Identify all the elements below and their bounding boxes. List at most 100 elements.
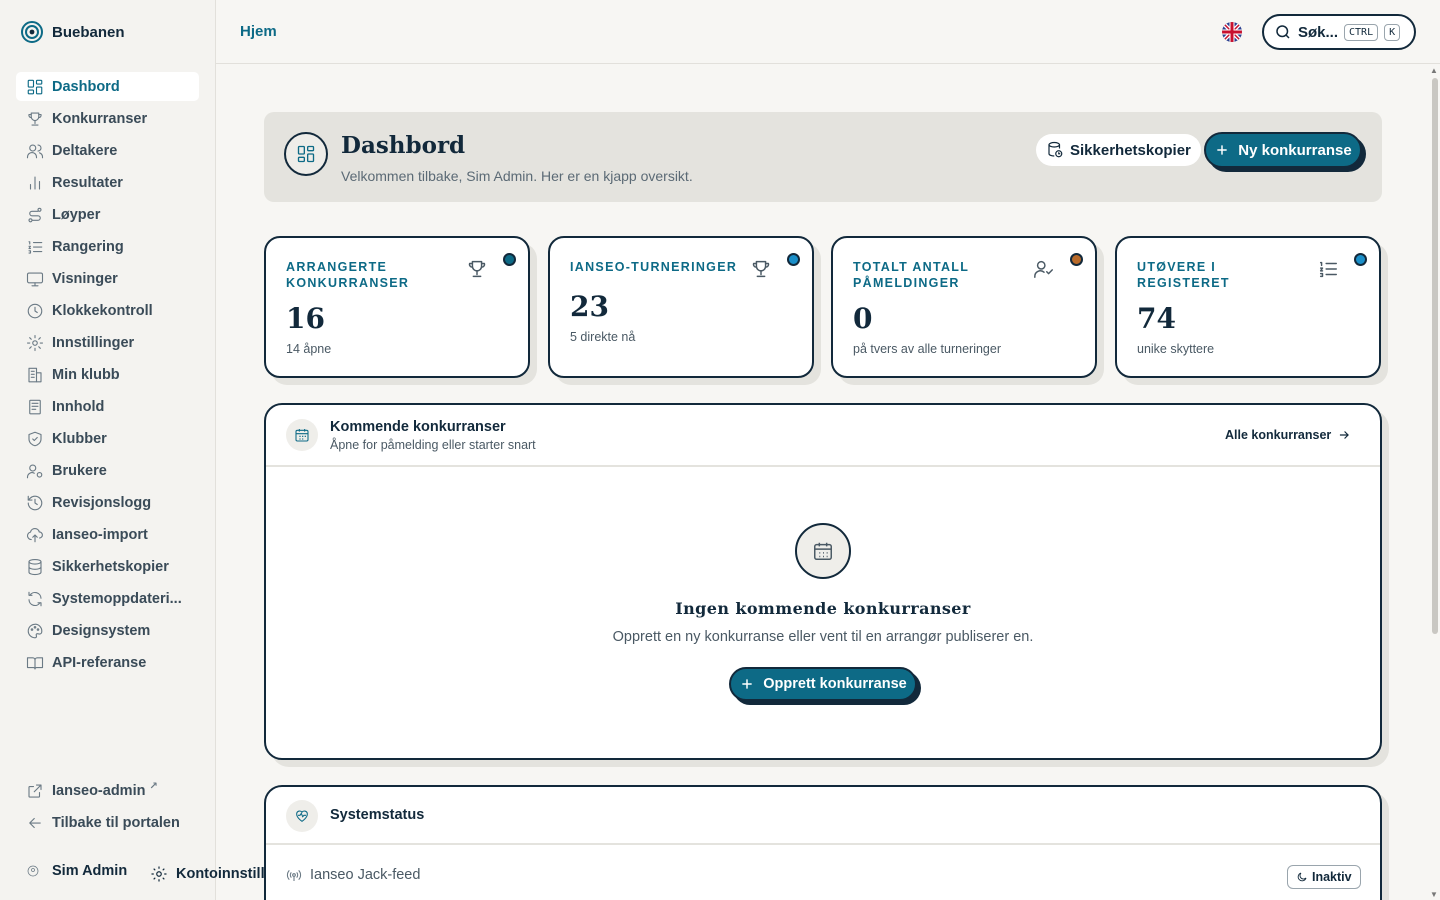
all-competitions-link[interactable]: Alle konkurranser	[1225, 428, 1351, 442]
sidebar-item-my-club[interactable]: Min klubb	[16, 360, 199, 389]
sidebar-item-users[interactable]: Brukere	[16, 456, 199, 485]
sidebar-item-api-reference[interactable]: API-referanse	[16, 648, 199, 677]
card-subtitle: Åpne for påmelding eller starter snart	[330, 438, 536, 452]
sidebar-item-label: Tilbake til portalen	[52, 814, 180, 831]
brand[interactable]: Buebanen	[20, 20, 125, 44]
avatar	[24, 862, 42, 880]
history-icon	[26, 494, 44, 512]
stat-hint: 5 direkte nå	[570, 330, 636, 344]
account-settings-link[interactable]: Kontoinnstillinger	[150, 865, 266, 883]
sidebar-item-ianseo-import[interactable]: Ianseo-import	[16, 520, 199, 549]
page-subtitle: Velkommen tilbake, Sim Admin. Her er en …	[341, 168, 693, 184]
stat-card-competitions[interactable]: Arrangerte konkurranser 16 14 åpne	[264, 236, 530, 378]
broadcast-icon	[286, 869, 302, 881]
status-dot	[1354, 253, 1367, 266]
page-title: Dashbord	[341, 132, 466, 159]
sidebar-item-results[interactable]: Resultater	[16, 168, 199, 197]
stat-hint: på tvers av alle turneringer	[853, 342, 1001, 356]
search-label: Søk...	[1298, 23, 1339, 41]
arrow-right-icon	[1340, 431, 1350, 439]
stat-value: 0	[853, 302, 873, 335]
sidebar-item-competitions[interactable]: Konkurranser	[16, 104, 199, 133]
sidebar-item-backups[interactable]: Sikkerhetskopier	[16, 552, 199, 581]
sidebar-item-clubs[interactable]: Klubber	[16, 424, 199, 453]
backups-button-label: Sikkerhetskopier	[1070, 141, 1191, 159]
sidebar-item-label: Designsystem	[52, 622, 151, 639]
sidebar-item-design-system[interactable]: Designsystem	[16, 616, 199, 645]
new-competition-label: Ny konkurranse	[1238, 141, 1352, 159]
create-competition-button[interactable]: Opprett konkurranse	[729, 667, 917, 701]
stat-hint: unike skyttere	[1137, 342, 1215, 356]
sidebar-item-label: Ianseo-import	[52, 526, 148, 543]
sidebar-item-label: Ianseo-admin	[52, 782, 146, 799]
sidebar-item-system-updates[interactable]: Systemoppdateri...	[16, 584, 199, 613]
kbd-ctrl: CTRL	[1344, 23, 1379, 41]
breadcrumb[interactable]: Hjem	[240, 23, 277, 40]
empty-state-title: Ingen kommende konkurranser	[675, 599, 971, 618]
sidebar-item-label: Min klubb	[52, 366, 120, 383]
stat-card-registrations[interactable]: Totalt antall påmeldinger 0 på tvers av …	[831, 236, 1097, 378]
sidebar-item-label: Resultater	[52, 174, 123, 191]
card-title: Systemstatus	[330, 807, 425, 823]
user-menu[interactable]: Sim Admin	[24, 862, 127, 880]
stat-label: Utøvere i registeret	[1137, 260, 1230, 290]
database-icon	[1048, 141, 1063, 158]
moon-icon	[1297, 872, 1307, 882]
heart-pulse-icon	[286, 800, 318, 832]
sidebar-item-back-to-portal[interactable]: Tilbake til portalen	[16, 808, 199, 837]
user-check-icon	[1033, 258, 1055, 280]
upcoming-competitions-card: Kommende konkurranser Åpne for påmelding…	[264, 403, 1382, 760]
card-header: Systemstatus	[266, 787, 1380, 845]
sidebar-item-label: Sikkerhetskopier	[52, 558, 169, 575]
building-icon	[26, 366, 44, 384]
sidebar-item-settings[interactable]: Innstillinger	[16, 328, 199, 357]
sidebar-item-label: Dashbord	[52, 78, 120, 95]
sidebar-item-clock-control[interactable]: Klokkekontroll	[16, 296, 199, 325]
calendar-icon	[286, 419, 318, 451]
sidebar-item-content[interactable]: Innhold	[16, 392, 199, 421]
scrollbar-thumb[interactable]	[1432, 78, 1438, 634]
status-dot	[787, 253, 800, 266]
sidebar-item-displays[interactable]: Visninger	[16, 264, 199, 293]
arrow-left-icon	[26, 814, 44, 832]
new-competition-button[interactable]: Ny konkurranse	[1204, 132, 1362, 168]
sidebar-item-label: Innstillinger	[52, 334, 135, 351]
palette-icon	[26, 622, 44, 640]
trophy-icon	[26, 110, 44, 128]
search-button[interactable]: Søk... CTRL K	[1262, 14, 1416, 50]
sidebar-item-courses[interactable]: Løyper	[16, 200, 199, 229]
sidebar-item-label: API-referanse	[52, 654, 147, 671]
database-icon	[26, 558, 44, 576]
sidebar-item-label: Systemoppdateri...	[52, 590, 182, 607]
language-flag-icon[interactable]	[1222, 22, 1242, 42]
status-dot	[503, 253, 516, 266]
external-mark: ↗	[149, 781, 158, 792]
sidebar-item-ianseo-admin[interactable]: Ianseo-admin ↗	[16, 776, 199, 805]
stat-hint: 14 åpne	[286, 342, 332, 356]
backups-button[interactable]: Sikkerhetskopier	[1036, 134, 1201, 166]
bar-chart-icon	[26, 174, 44, 192]
account-settings-label: Kontoinnstillinger	[176, 866, 266, 882]
sidebar-item-label: Visninger	[52, 270, 118, 287]
create-competition-label: Opprett konkurranse	[763, 676, 907, 692]
brand-name: Buebanen	[52, 23, 125, 41]
sidebar-item-ranking[interactable]: Rangering	[16, 232, 199, 261]
list-icon	[1317, 258, 1339, 280]
all-competitions-label: Alle konkurranser	[1225, 428, 1332, 442]
stat-card-athletes[interactable]: Utøvere i registeret 74 unike skyttere	[1115, 236, 1381, 378]
stat-card-ianseo[interactable]: Ianseo-turneringer 23 5 direkte nå	[548, 236, 814, 378]
external-link-icon	[26, 782, 44, 800]
scroll-down-icon[interactable]: ▼	[1430, 890, 1438, 899]
sidebar-item-dashboard[interactable]: Dashbord	[16, 72, 199, 101]
stat-value: 74	[1137, 302, 1176, 335]
calendar-icon	[795, 523, 851, 579]
scroll-up-icon[interactable]: ▲	[1430, 66, 1438, 75]
sidebar-nav: Dashbord Konkurranser Deltakere Resultat…	[16, 72, 199, 680]
cloud-upload-icon	[26, 526, 44, 544]
sidebar-item-audit-log[interactable]: Revisjonslogg	[16, 488, 199, 517]
stat-label: Totalt antall påmeldinger	[853, 260, 969, 290]
sidebar-item-participants[interactable]: Deltakere	[16, 136, 199, 165]
system-status-label: Ianseo Jack-feed	[310, 867, 421, 883]
kbd-k: K	[1384, 23, 1401, 41]
sidebar-item-label: Deltakere	[52, 142, 118, 159]
